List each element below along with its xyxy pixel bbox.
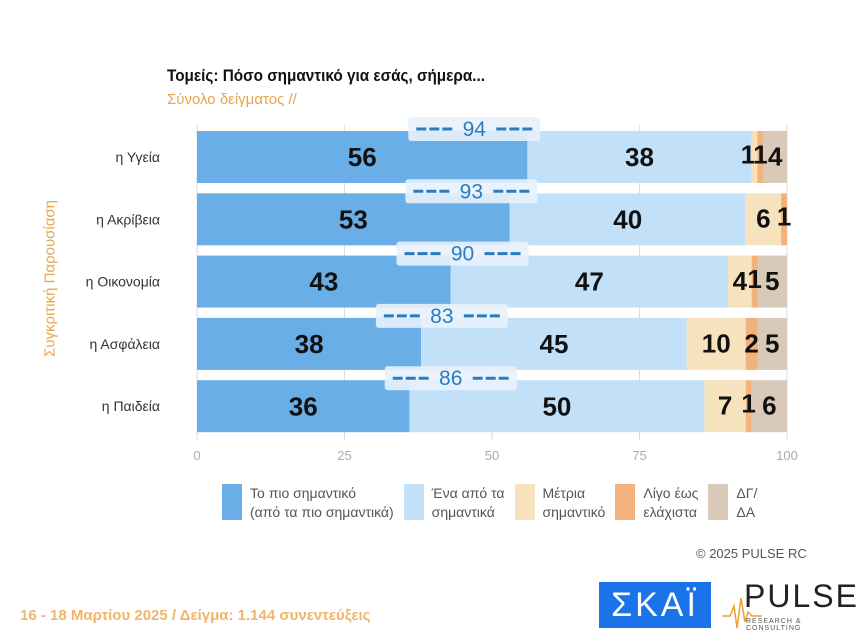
category-label: η Ακρίβεια bbox=[96, 211, 160, 227]
legend-item: Λίγο έως ελάχιστα bbox=[615, 484, 698, 522]
skai-logo: ΣΚΑΪ bbox=[599, 582, 711, 628]
pulse-logo-subtext: RESEARCH & CONSULTING bbox=[746, 618, 802, 632]
legend-swatch bbox=[615, 484, 636, 520]
bar-segment bbox=[728, 255, 752, 308]
legend: Το πιο σημαντικό (από τα πιο σημαντικά) Έ… bbox=[222, 484, 757, 522]
legend-label: (από τα πιο σημαντικά) bbox=[250, 504, 394, 520]
legend-label: Λίγο έως bbox=[643, 485, 699, 501]
bar-segment bbox=[757, 255, 787, 308]
legend-label: σημαντικό bbox=[542, 504, 606, 520]
bar-segment bbox=[686, 317, 746, 370]
bar-segment bbox=[751, 255, 758, 308]
category-label: η Οικονομία bbox=[86, 274, 160, 290]
pulse-logo: PULSE RESEARCH & CONSULTING bbox=[722, 578, 857, 634]
total-label: 90 bbox=[451, 243, 474, 266]
data-label: 1 bbox=[777, 202, 791, 232]
copyright: © 2025 PULSE RC bbox=[696, 546, 807, 561]
total-label: 83 bbox=[430, 305, 453, 328]
total-label-box bbox=[396, 241, 529, 266]
data-label: 1 bbox=[741, 139, 755, 169]
total-label-box bbox=[408, 117, 541, 141]
x-tick-label: 100 bbox=[776, 448, 798, 463]
total-label: 93 bbox=[460, 180, 483, 203]
legend-label: ΔΑ bbox=[736, 504, 756, 520]
data-label: 6 bbox=[756, 204, 770, 234]
legend-item: ΔΓ/ΔΑ bbox=[708, 484, 757, 522]
data-label: 2 bbox=[744, 328, 758, 358]
total-label-box bbox=[384, 366, 517, 391]
bar-segment bbox=[757, 317, 787, 370]
data-label: 47 bbox=[575, 267, 604, 297]
legend-item: Μέτρια σημαντικό bbox=[514, 484, 606, 522]
data-label: 38 bbox=[625, 142, 654, 172]
data-label: 38 bbox=[295, 329, 324, 359]
legend-label: σημαντικά bbox=[431, 504, 495, 520]
bar-segment bbox=[509, 193, 746, 246]
bar-segment bbox=[751, 131, 758, 183]
bar-segment bbox=[751, 380, 787, 433]
category-label: η Παιδεία bbox=[102, 398, 160, 414]
data-label: 43 bbox=[309, 267, 338, 297]
bar-segment bbox=[781, 193, 787, 246]
legend-item: Το πιο σημαντικό (από τα πιο σημαντικά) bbox=[222, 484, 394, 522]
total-label-box bbox=[375, 303, 508, 328]
legend-swatch bbox=[222, 484, 242, 520]
data-label: 10 bbox=[702, 328, 731, 358]
legend-label: Το πιο σημαντικό bbox=[250, 485, 356, 501]
bar-segment bbox=[197, 380, 410, 433]
data-label: 56 bbox=[348, 142, 377, 172]
data-label: 53 bbox=[339, 204, 368, 234]
data-label: 36 bbox=[289, 391, 318, 421]
bar-segment bbox=[704, 380, 746, 433]
legend-label: Ένα από τα bbox=[431, 485, 505, 501]
legend-label: ΔΓ/ bbox=[736, 485, 758, 501]
bar-segment bbox=[763, 131, 787, 183]
chart-subtitle: Σύνολο δείγματος // bbox=[167, 91, 297, 108]
category-label: η Υγεία bbox=[115, 149, 160, 165]
data-label: 40 bbox=[613, 204, 642, 234]
total-label: 94 bbox=[463, 118, 487, 141]
bar-segment bbox=[527, 131, 752, 183]
legend-label: ελάχιστα bbox=[643, 504, 697, 520]
data-label: 4 bbox=[768, 141, 783, 171]
data-label: 1 bbox=[753, 139, 767, 169]
data-label: 1 bbox=[747, 264, 761, 294]
data-label: 5 bbox=[765, 266, 779, 296]
footer-note: 16 - 18 Μαρτίου 2025 / Δείγμα: 1.144 συν… bbox=[20, 607, 371, 624]
data-label: 50 bbox=[542, 391, 571, 421]
legend-item: Ένα από τα σημαντικά bbox=[403, 484, 505, 522]
legend-swatch bbox=[403, 484, 424, 520]
x-tick-label: 75 bbox=[632, 448, 646, 463]
x-tick-label: 25 bbox=[337, 448, 351, 463]
legend-swatch bbox=[514, 484, 535, 520]
total-label-box bbox=[405, 179, 538, 204]
x-tick-label: 50 bbox=[485, 448, 499, 463]
bar-segment bbox=[745, 193, 782, 246]
chart-title: Τομείς: Πόσο σημαντικό για εσάς, σήμερα.… bbox=[167, 66, 486, 85]
data-label: 7 bbox=[718, 391, 732, 421]
category-label: η Ασφάλεια bbox=[90, 336, 161, 352]
data-label: 1 bbox=[741, 389, 755, 419]
total-label: 86 bbox=[439, 367, 462, 390]
legend-label: Μέτρια bbox=[542, 485, 586, 501]
x-tick-label: 0 bbox=[193, 448, 200, 463]
pulse-logo-text: PULSE bbox=[744, 578, 859, 614]
pulse-wave-icon bbox=[722, 597, 762, 629]
data-label: 5 bbox=[765, 328, 779, 358]
data-label: 4 bbox=[733, 266, 748, 296]
legend-swatch bbox=[708, 484, 729, 520]
data-label: 6 bbox=[762, 391, 776, 421]
bar-segment bbox=[745, 317, 758, 370]
bar-segment bbox=[757, 131, 764, 183]
bar-segment bbox=[745, 380, 752, 433]
data-label: 45 bbox=[539, 329, 568, 359]
